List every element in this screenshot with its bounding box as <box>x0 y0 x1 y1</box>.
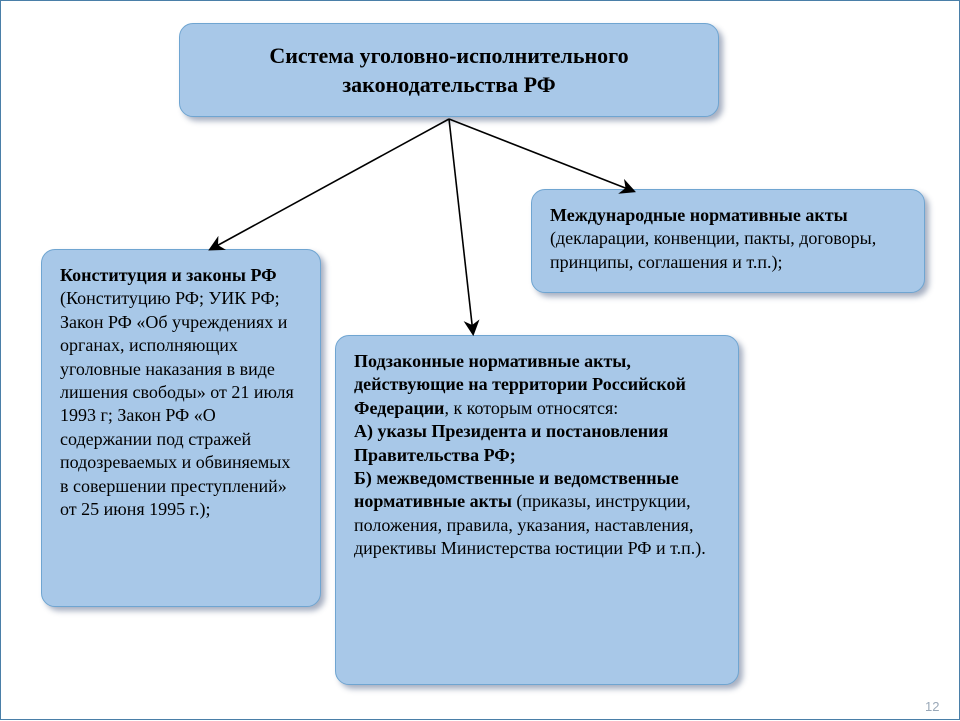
title-box: Система уголовно-исполнительного законод… <box>179 23 719 117</box>
box-constitution-laws: Конституция и законы РФ (Конституцию РФ;… <box>41 249 321 607</box>
box-international-acts: Международные нормативные акты (декларац… <box>531 189 925 293</box>
tr-bold: Международные нормативные акты <box>550 205 848 225</box>
left-rest: (Конституцию РФ; УИК РФ; Закон РФ «Об уч… <box>60 288 294 519</box>
c-a-bold: А) указы Президента и постановления Прав… <box>354 421 668 464</box>
page-number: 12 <box>925 699 939 714</box>
diagram-canvas: Система уголовно-исполнительного законод… <box>0 0 960 720</box>
box-sublegal-acts: Подзаконные нормативные акты, действующи… <box>335 335 739 685</box>
title-text: Система уголовно-исполнительного законод… <box>269 43 628 97</box>
tr-rest: (декларации, конвенции, пакты, договоры,… <box>550 228 876 271</box>
left-bold: Конституция и законы РФ <box>60 265 277 285</box>
c-intro-rest: , к которым относятся: <box>444 398 618 418</box>
